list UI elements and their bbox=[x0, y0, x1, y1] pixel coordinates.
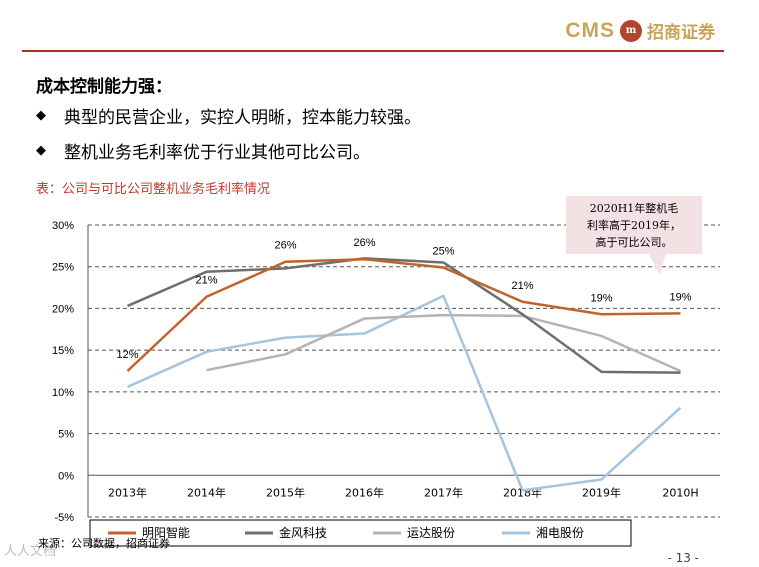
series-line bbox=[206, 313, 682, 373]
series-line bbox=[126, 294, 682, 492]
x-tick-label: 2016年 bbox=[345, 485, 384, 499]
source-note: 来源：公司数据，招商证券 bbox=[38, 537, 170, 550]
x-tick-label: 2019年 bbox=[582, 485, 621, 499]
diamond-bullet-icon: ◆ bbox=[36, 108, 46, 123]
y-tick-label: 10% bbox=[52, 387, 74, 399]
data-label: 21% bbox=[511, 280, 533, 292]
callout-pointer bbox=[648, 253, 666, 275]
data-label: 12% bbox=[116, 349, 138, 361]
logo-chinese-text: 招商证券 bbox=[647, 23, 715, 43]
bullet-text-2: 整机业务毛利率优于行业其他可比公司。 bbox=[64, 143, 370, 163]
legend-label: 金风科技 bbox=[279, 525, 327, 540]
y-tick-label: 15% bbox=[52, 345, 74, 357]
y-tick-label: 0% bbox=[58, 470, 74, 482]
header-divider bbox=[22, 50, 724, 52]
logo-badge-icon: m bbox=[620, 19, 642, 42]
section-title: 成本控制能力强： bbox=[36, 77, 172, 97]
x-tick-label: 2015年 bbox=[266, 485, 305, 499]
y-tick-label: -5% bbox=[54, 512, 74, 524]
y-tick-label: 30% bbox=[52, 220, 74, 232]
callout-box: 2020H1年整机毛 利率高于2019年， 高于可比公司。 bbox=[566, 196, 702, 254]
diamond-bullet-icon: ◆ bbox=[36, 143, 46, 158]
x-tick-label: 2010H bbox=[662, 486, 698, 499]
data-label: 26% bbox=[353, 237, 375, 249]
legend-box bbox=[89, 519, 632, 547]
series-line bbox=[127, 257, 681, 374]
brand-logo: CMS m 招商证券 bbox=[565, 18, 715, 44]
callout-line-3: 高于可比公司。 bbox=[595, 236, 673, 249]
callout-line-1: 2020H1年整机毛 bbox=[589, 202, 679, 215]
page-number: - 13 - bbox=[667, 551, 699, 565]
bullet-text-1: 典型的民营企业，实控人明晰，控本能力较强。 bbox=[64, 108, 421, 128]
watermark: 人人文档 bbox=[4, 544, 57, 559]
y-tick-label: 5% bbox=[58, 429, 74, 441]
bullet-item-2: ◆ 整机业务毛利率优于行业其他可比公司。 bbox=[36, 138, 370, 163]
callout-line-2: 利率高于2019年， bbox=[587, 219, 681, 232]
data-label: 25% bbox=[432, 246, 454, 258]
series-line bbox=[126, 257, 681, 372]
x-tick-label: 2017年 bbox=[424, 485, 463, 499]
legend-label: 明阳智能 bbox=[142, 525, 190, 540]
chart-caption: 表：公司与可比公司整机业务毛利率情况 bbox=[36, 182, 271, 197]
legend-label: 湘电股份 bbox=[536, 525, 584, 540]
y-tick-label: 20% bbox=[52, 303, 74, 315]
logo-latin-text: CMS bbox=[565, 18, 615, 42]
legend-label: 运达股份 bbox=[407, 526, 455, 540]
x-tick-label: 2014年 bbox=[187, 485, 226, 499]
x-tick-label: 2013年 bbox=[108, 485, 147, 499]
data-label: 19% bbox=[669, 291, 691, 303]
y-tick-label: 25% bbox=[52, 262, 74, 274]
data-label: 21% bbox=[195, 275, 217, 287]
data-label: 19% bbox=[590, 292, 612, 304]
bullet-item-1: ◆ 典型的民营企业，实控人明晰，控本能力较强。 bbox=[36, 103, 421, 128]
data-label: 26% bbox=[274, 240, 296, 252]
